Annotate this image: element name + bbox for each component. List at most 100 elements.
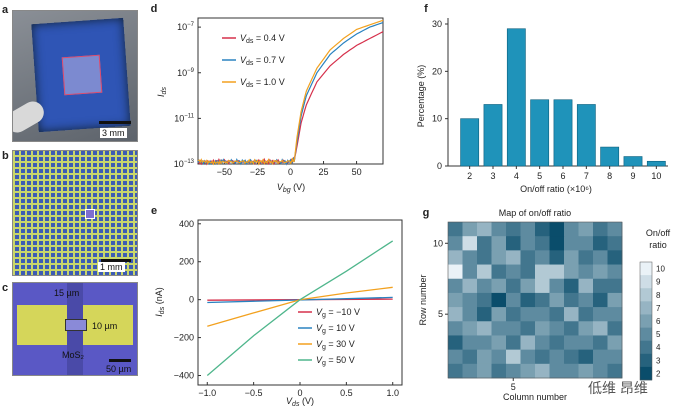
- x-tick-label-e: −0.5: [245, 388, 263, 398]
- y-tick-label-d: 10−7: [177, 22, 195, 32]
- y-tick-label-e: 200: [179, 257, 194, 267]
- panel-label-b: b: [2, 150, 9, 162]
- heatmap-cell: [506, 363, 521, 379]
- heatmap-cell: [564, 363, 579, 379]
- heatmap-cell: [491, 264, 507, 280]
- y-tick-label-d: 10−11: [174, 113, 194, 123]
- y-tick-label-d: 10−9: [177, 68, 195, 78]
- x-tick-label-f: 8: [607, 171, 612, 181]
- heatmap-cell: [578, 236, 594, 251]
- heatmap-cell: [462, 222, 478, 237]
- heatmap-cell: [549, 222, 565, 237]
- legend-label-e-0: Vg = −10 V: [316, 307, 360, 319]
- heatmap-cell: [477, 321, 492, 336]
- panel-label-a: a: [2, 4, 9, 16]
- heatmap-cell: [491, 236, 507, 251]
- x-tick-label-f: 5: [537, 171, 542, 181]
- colorbar-swatch: [640, 262, 652, 276]
- heatmap-cell: [549, 349, 565, 365]
- heatmap-cell: [549, 292, 565, 308]
- heatmap-cell: [520, 250, 536, 265]
- series-line-d-0: [197, 31, 384, 166]
- heatmap-cell: [593, 349, 608, 365]
- heatmap-cell: [477, 307, 492, 322]
- panel-label-d: d: [151, 3, 158, 15]
- length-label: 10 µm: [92, 321, 118, 331]
- highlighted-device: [85, 209, 95, 219]
- heatmap-cell: [549, 363, 565, 379]
- heatmap-cell: [448, 335, 463, 351]
- heatmap-cell: [491, 250, 507, 265]
- heatmap-cell: [607, 363, 623, 379]
- heatmap-cell: [462, 278, 478, 294]
- heatmap-cell: [593, 264, 608, 280]
- panel-label-e: e: [151, 205, 157, 217]
- heatmap-cell: [593, 222, 608, 237]
- heatmap-cell: [448, 250, 463, 265]
- heatmap-cell: [549, 250, 565, 265]
- heatmap-cell: [607, 321, 623, 336]
- heatmap-cell: [578, 222, 594, 237]
- bar-f-9: [623, 156, 643, 167]
- heatmap-cell: [607, 264, 623, 280]
- heatmap-cell: [491, 292, 507, 308]
- heatmap-cell: [462, 307, 478, 322]
- heatmap-cell: [549, 321, 565, 336]
- heatmap-cell: [491, 335, 507, 351]
- y-tick-label-f: 0: [437, 161, 442, 171]
- heatmap-cell: [578, 335, 594, 351]
- heatmap-cell: [520, 264, 536, 280]
- series-line-d-1: [197, 22, 384, 166]
- x-tick-label-d: −25: [250, 167, 265, 177]
- heatmap-cell: [578, 307, 594, 322]
- heatmap-cell: [607, 292, 623, 308]
- x-axis-label-g: Column number: [503, 392, 567, 402]
- heatmap-cell: [448, 307, 463, 322]
- heatmap-cell: [578, 349, 594, 365]
- heatmap-cell: [535, 321, 550, 336]
- heatmap-cell: [520, 349, 536, 365]
- x-tick-label-f: 10: [651, 171, 661, 181]
- x-tick-label-f: 3: [490, 171, 495, 181]
- heatmap-cell: [593, 278, 608, 294]
- mos2-channel: [65, 319, 87, 331]
- heatmap-cell: [593, 321, 608, 336]
- colorbar-swatch: [640, 327, 652, 341]
- heatmap-cell: [462, 321, 478, 336]
- y-tick-label-g: 10: [433, 238, 443, 248]
- heatmap-cell: [564, 292, 579, 308]
- scale-bar-b: [101, 259, 131, 262]
- heatmap-cell: [448, 222, 463, 237]
- scale-bar-b-label: 1 mm: [98, 262, 125, 272]
- heatmap-cell: [520, 321, 536, 336]
- heatmap-cell: [462, 250, 478, 265]
- heatmap-cell: [564, 321, 579, 336]
- heatmap-cell: [462, 335, 478, 351]
- panel-label-c: c: [2, 282, 9, 294]
- heatmap-cell: [477, 222, 492, 237]
- x-axis-label-f: On/off ratio (×10⁶): [520, 184, 592, 194]
- heatmap-cell: [506, 236, 521, 251]
- heatmap-cell: [578, 264, 594, 280]
- y-tick-label-e: −400: [174, 371, 194, 381]
- heatmap-cell: [520, 236, 536, 251]
- y-tick-label-f: 20: [432, 66, 442, 76]
- heatmap-cell: [593, 250, 608, 265]
- heatmap-cell: [520, 363, 536, 379]
- material-label: MoS₂: [62, 350, 84, 360]
- heatmap-cell: [578, 363, 594, 379]
- colorbar-tick-label: 9: [656, 278, 661, 287]
- series-line-e-3: [206, 240, 394, 376]
- heatmap-cell: [491, 321, 507, 336]
- heatmap-cell: [520, 292, 536, 308]
- heatmap-cell: [520, 335, 536, 351]
- heatmap-cell: [477, 335, 492, 351]
- series-line-d-2: [197, 19, 384, 166]
- heatmap-cell: [607, 236, 623, 251]
- colorbar-swatch: [640, 275, 652, 289]
- heatmap-cell: [462, 349, 478, 365]
- x-axis-label-e: Vds (V): [286, 396, 314, 408]
- heatmap-cell: [564, 335, 579, 351]
- y-axis-label-g: Row number: [418, 274, 428, 325]
